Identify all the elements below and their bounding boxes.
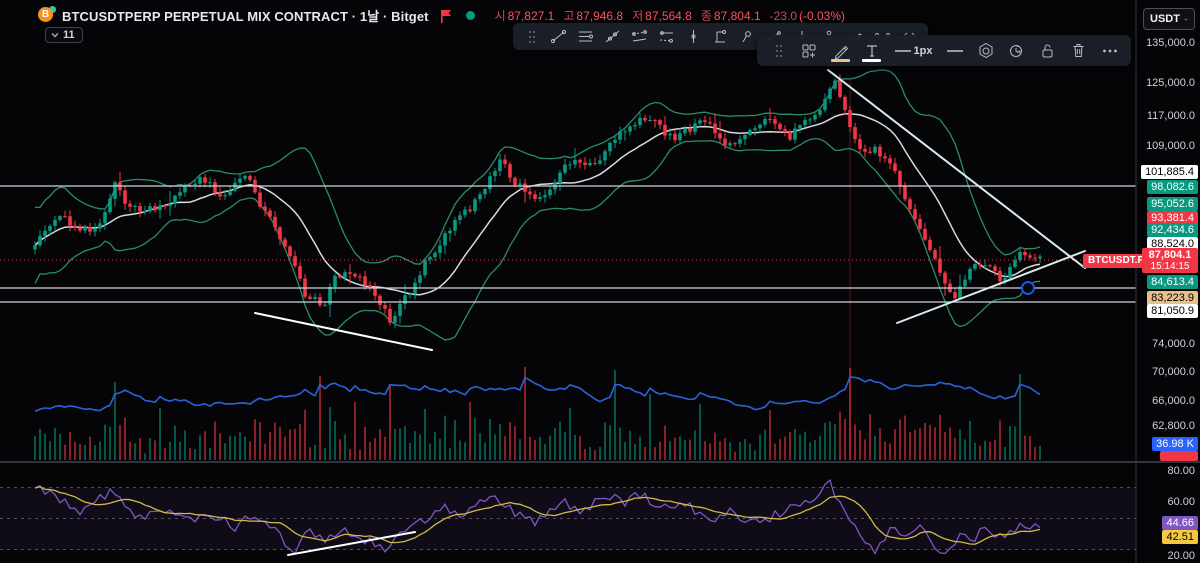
volume-ma-line [34, 376, 1041, 413]
settings-hexagon-icon[interactable] [970, 35, 1001, 66]
axis-price-badge: 81,050.9 [1147, 304, 1198, 318]
drawing-anchor-handle[interactable] [1021, 281, 1035, 295]
trend-line-lows[interactable] [254, 312, 433, 351]
axis-tick: 109,000.0 [1146, 140, 1195, 152]
axis-tick: 135,000.0 [1146, 37, 1195, 49]
parallel-channel-icon[interactable] [626, 23, 653, 50]
axis-tick: 66,000.0 [1152, 395, 1195, 407]
trend-line-wedge-lower[interactable] [896, 250, 1086, 324]
close-value: 87,804.1 [713, 8, 761, 23]
axis-tick: 62,800.0 [1152, 420, 1195, 432]
open-label: 시 [494, 9, 506, 23]
horizontal-lines-icon[interactable] [572, 23, 599, 50]
line-width-label: 1px [913, 44, 933, 57]
open-value: 87,827.1 [507, 8, 555, 23]
axis-price-badge: 84,613.4 [1147, 275, 1198, 289]
low-value: 87,564.8 [645, 8, 692, 23]
axis-tick: 80.00 [1167, 465, 1195, 477]
drag-handle-icon[interactable] [763, 35, 794, 66]
change-value: -23.0 [769, 8, 797, 23]
pin-icon[interactable] [734, 23, 761, 50]
change-percent: (-0.03%) [799, 8, 846, 23]
ohlc-values: 시 87,827.1 고 87,946.8 저 87,564.8 종 87,80… [488, 7, 845, 24]
volume-value-badge: 36.98 K [1152, 437, 1198, 451]
axis-price-badge: 92,434.6 [1147, 223, 1198, 237]
volume-bars [34, 367, 1041, 460]
axis-tick: 74,000.0 [1152, 338, 1195, 350]
drawing-properties-toolbar: 1px [757, 35, 1131, 66]
trend-line-icon[interactable] [545, 23, 572, 50]
more-options-icon[interactable] [1094, 35, 1125, 66]
currency-unit-button[interactable]: USDT [1143, 8, 1195, 30]
lock-open-icon[interactable] [1032, 35, 1063, 66]
high-value: 87,946.8 [576, 8, 624, 23]
extended-line-icon[interactable] [707, 23, 734, 50]
volume-partial-badge [1160, 451, 1198, 461]
rsi-ma-line [34, 486, 1041, 545]
currency-label: USDT [1150, 13, 1180, 25]
axis-price-badge: 93,381.4 [1147, 211, 1198, 225]
current-price-badge: 87,804.1 15:14:15 [1142, 248, 1198, 273]
symbol-title[interactable]: BTCUSDTPERP PERPETUAL MIX CONTRACT · 1날 … [62, 9, 429, 24]
close-label: 종 [700, 9, 712, 23]
flag-icon[interactable] [440, 9, 453, 23]
price-axis[interactable]: 135,000.0 125,000.0 117,000.0 109,000.0 74,0… [1137, 0, 1200, 563]
axis-price-badge: 83,223.9 [1147, 291, 1198, 305]
axis-tick: 20.00 [1167, 550, 1195, 562]
indicator-count: 11 [63, 29, 75, 41]
candles [33, 80, 1042, 323]
axis-price-badge: 98,082.6 [1147, 180, 1198, 194]
axis-price-badge: 95,052.6 [1147, 197, 1198, 211]
ray-line-icon[interactable] [599, 23, 626, 50]
market-status-icon[interactable] [465, 11, 475, 20]
rsi-trend-line[interactable] [287, 531, 416, 556]
pencil-color-icon[interactable] [825, 35, 856, 66]
axis-tick: 117,000.0 [1146, 110, 1195, 122]
chart-legend: B BTCUSDTPERP PERPETUAL MIX CONTRACT · 1… [38, 6, 845, 25]
line-width-button[interactable]: 1px [887, 35, 939, 66]
drag-handle-icon[interactable] [518, 23, 545, 50]
text-color-icon[interactable] [856, 35, 887, 66]
indicators-collapse-button[interactable]: 11 [45, 27, 83, 43]
axis-price-badge: 42.51 [1162, 530, 1198, 544]
axis-tick: 60.00 [1167, 496, 1195, 508]
chevron-down-icon [51, 33, 59, 38]
trend-line-wedge-upper[interactable] [827, 69, 1086, 269]
axis-price-badge: 101,885.4 [1141, 165, 1198, 179]
bollinger-lower-line [34, 137, 1041, 341]
high-label: 고 [563, 9, 575, 23]
symbol-coin-icon: B [38, 6, 56, 24]
alert-clock-icon[interactable] [1001, 35, 1032, 66]
template-icon[interactable] [794, 35, 825, 66]
bollinger-basis-line [34, 113, 1041, 296]
axis-tick: 70,000.0 [1152, 366, 1195, 378]
chevron-down-icon [1184, 17, 1188, 21]
axis-price-badge: 88,524.0 [1147, 237, 1198, 251]
disjoint-channel-icon[interactable] [653, 23, 680, 50]
vertical-line-icon[interactable] [680, 23, 707, 50]
line-style-icon[interactable] [939, 35, 970, 66]
low-label: 저 [632, 9, 644, 23]
price-line-symbol-label: BTCUSDT.P [1083, 254, 1150, 268]
axis-price-badge: 44.66 [1162, 516, 1198, 530]
axis-tick: 125,000.0 [1146, 77, 1195, 89]
trash-icon[interactable] [1063, 35, 1094, 66]
bollinger-upper-line [34, 69, 1041, 265]
